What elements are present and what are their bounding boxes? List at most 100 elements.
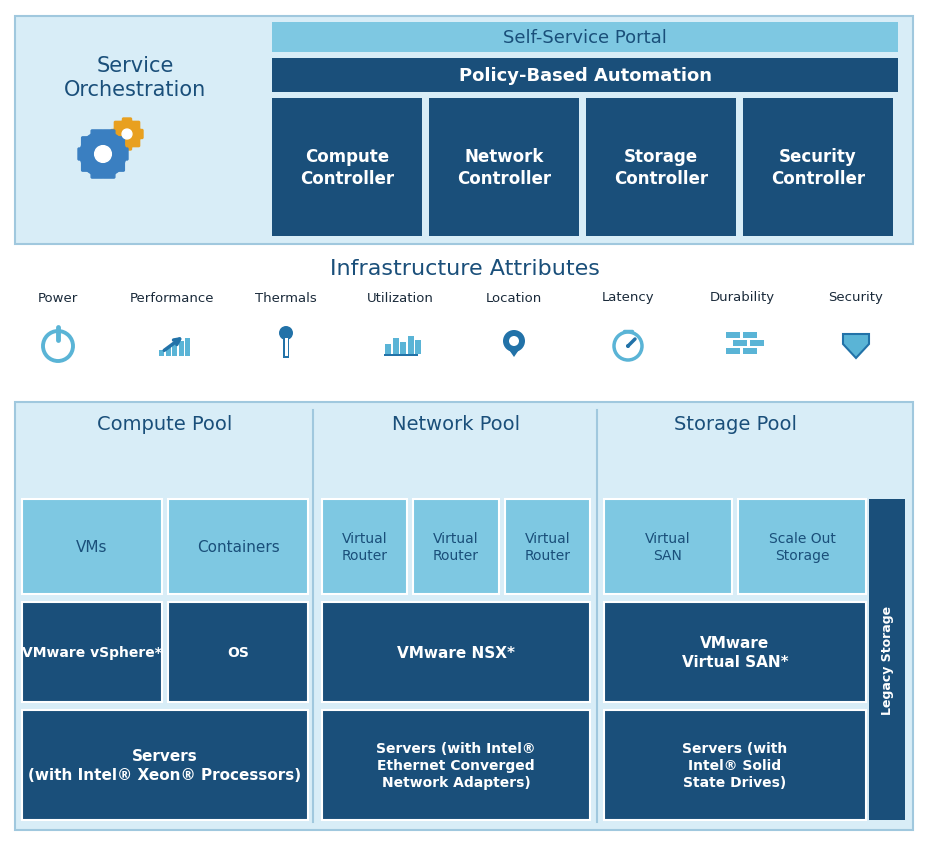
Bar bbox=[415, 341, 421, 354]
Bar bbox=[743, 332, 757, 338]
Polygon shape bbox=[843, 335, 869, 359]
FancyBboxPatch shape bbox=[78, 149, 90, 161]
Bar bbox=[15, 17, 913, 245]
Bar bbox=[413, 499, 498, 595]
Bar bbox=[22, 499, 162, 595]
Circle shape bbox=[95, 147, 112, 164]
Text: Performance: Performance bbox=[130, 291, 214, 304]
Text: Storage Pool: Storage Pool bbox=[673, 415, 796, 434]
Text: Power: Power bbox=[38, 291, 78, 304]
Text: Servers (with
Intel® Solid
State Drives): Servers (with Intel® Solid State Drives) bbox=[683, 741, 788, 789]
FancyBboxPatch shape bbox=[123, 141, 131, 151]
Bar bbox=[322, 711, 590, 820]
FancyBboxPatch shape bbox=[113, 138, 125, 150]
Text: Network
Controller: Network Controller bbox=[457, 147, 551, 188]
Bar bbox=[604, 711, 866, 820]
Text: Servers (with Intel®
Ethernet Converged
Network Adapters): Servers (with Intel® Ethernet Converged … bbox=[377, 741, 536, 789]
Bar bbox=[272, 99, 422, 237]
Bar bbox=[429, 99, 579, 237]
Bar bbox=[22, 711, 308, 820]
Bar bbox=[750, 341, 764, 347]
FancyBboxPatch shape bbox=[91, 130, 103, 143]
Bar bbox=[185, 338, 190, 357]
Bar bbox=[322, 499, 407, 595]
Circle shape bbox=[509, 337, 519, 347]
Bar bbox=[604, 499, 732, 595]
FancyBboxPatch shape bbox=[114, 122, 124, 131]
Bar bbox=[159, 350, 164, 357]
FancyBboxPatch shape bbox=[116, 149, 128, 161]
Text: Policy-Based Automation: Policy-Based Automation bbox=[458, 67, 711, 85]
Bar bbox=[505, 499, 590, 595]
Text: VMware
Virtual SAN*: VMware Virtual SAN* bbox=[682, 636, 789, 669]
Text: Self-Service Portal: Self-Service Portal bbox=[503, 29, 667, 47]
Text: Durability: Durability bbox=[710, 291, 775, 304]
Bar bbox=[15, 402, 913, 830]
Circle shape bbox=[279, 326, 293, 341]
Bar bbox=[166, 348, 170, 357]
Text: Virtual
Router: Virtual Router bbox=[433, 532, 479, 562]
Bar bbox=[283, 337, 289, 359]
Bar bbox=[733, 341, 747, 347]
Text: VMs: VMs bbox=[76, 539, 108, 555]
Bar bbox=[869, 499, 905, 820]
Circle shape bbox=[80, 132, 126, 178]
Bar bbox=[272, 23, 898, 53]
FancyBboxPatch shape bbox=[82, 160, 94, 172]
Text: Utilization: Utilization bbox=[366, 291, 433, 304]
FancyBboxPatch shape bbox=[111, 130, 120, 140]
FancyBboxPatch shape bbox=[130, 122, 140, 131]
FancyBboxPatch shape bbox=[113, 160, 125, 172]
Text: Virtual
Router: Virtual Router bbox=[341, 532, 388, 562]
FancyBboxPatch shape bbox=[130, 139, 140, 147]
Bar bbox=[384, 354, 418, 357]
FancyBboxPatch shape bbox=[91, 167, 103, 179]
Bar bbox=[726, 332, 740, 338]
Text: VMware NSX*: VMware NSX* bbox=[397, 645, 515, 659]
Bar bbox=[385, 344, 391, 354]
Text: Location: Location bbox=[485, 291, 542, 304]
Bar bbox=[586, 99, 736, 237]
Bar bbox=[179, 342, 183, 357]
Bar bbox=[726, 348, 740, 354]
Text: Thermals: Thermals bbox=[255, 291, 317, 304]
Text: Scale Out
Storage: Scale Out Storage bbox=[768, 532, 835, 562]
Text: Security
Controller: Security Controller bbox=[771, 147, 865, 188]
Bar bbox=[168, 499, 308, 595]
Circle shape bbox=[626, 344, 630, 348]
Bar bbox=[392, 338, 398, 354]
FancyBboxPatch shape bbox=[82, 138, 94, 150]
Bar bbox=[322, 602, 590, 702]
Bar bbox=[272, 59, 898, 93]
Text: Infrastructure Attributes: Infrastructure Attributes bbox=[330, 259, 600, 279]
Bar bbox=[407, 337, 414, 354]
FancyBboxPatch shape bbox=[123, 119, 131, 128]
FancyBboxPatch shape bbox=[103, 167, 115, 179]
Circle shape bbox=[113, 121, 140, 148]
Polygon shape bbox=[505, 344, 523, 358]
Bar bbox=[743, 99, 893, 237]
Text: Security: Security bbox=[829, 291, 884, 304]
Bar bbox=[168, 602, 308, 702]
Text: Virtual
Router: Virtual Router bbox=[525, 532, 570, 562]
Circle shape bbox=[122, 130, 132, 140]
Text: Compute
Controller: Compute Controller bbox=[300, 147, 394, 188]
Text: Network Pool: Network Pool bbox=[392, 415, 520, 434]
Text: Latency: Latency bbox=[602, 291, 655, 304]
Text: OS: OS bbox=[227, 645, 249, 659]
Text: VMware vSphere*: VMware vSphere* bbox=[22, 645, 162, 659]
Bar bbox=[604, 602, 866, 702]
Text: Compute Pool: Compute Pool bbox=[98, 415, 232, 434]
Text: Legacy Storage: Legacy Storage bbox=[881, 605, 894, 714]
Text: Servers
(with Intel® Xeon® Processors): Servers (with Intel® Xeon® Processors) bbox=[29, 748, 301, 782]
Text: Service
Orchestration: Service Orchestration bbox=[64, 55, 206, 101]
Bar bbox=[738, 499, 866, 595]
Text: Storage
Controller: Storage Controller bbox=[614, 147, 708, 188]
FancyBboxPatch shape bbox=[114, 139, 124, 147]
Bar bbox=[172, 344, 177, 357]
Bar bbox=[400, 343, 406, 354]
Bar bbox=[22, 602, 162, 702]
Text: Virtual
SAN: Virtual SAN bbox=[645, 532, 691, 562]
Bar bbox=[285, 338, 287, 357]
FancyBboxPatch shape bbox=[103, 130, 115, 143]
